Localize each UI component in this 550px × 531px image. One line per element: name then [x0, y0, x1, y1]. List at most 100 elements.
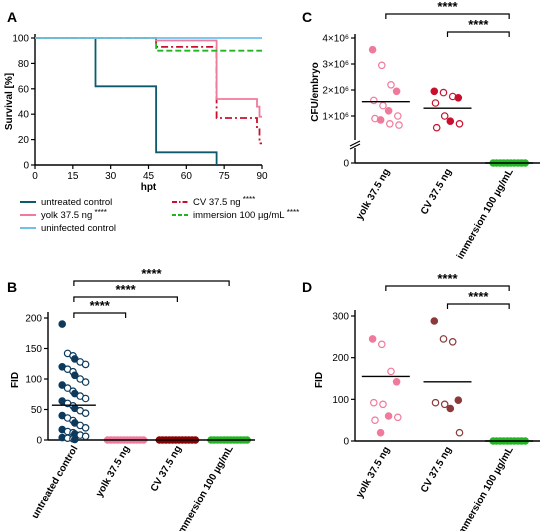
panel-c-letter: C — [302, 9, 312, 25]
category-label: CV 37.5 ng — [419, 445, 454, 495]
data-point — [379, 101, 387, 110]
data-point — [393, 413, 402, 422]
category-label: immersion 100 µg/mL — [455, 445, 516, 531]
data-point — [393, 112, 402, 120]
legend-label: yolk 37.5 ng — [41, 210, 92, 221]
legend-entry: CV 37.5 ng **** — [193, 195, 255, 208]
y-tick-label: 20 — [18, 135, 30, 146]
y-tick-label: 100 — [25, 375, 42, 386]
y-tick-label: 0 — [343, 437, 349, 448]
panel-d: D 0 100 200 300 FID yolk 37.5 ng CV 37.5 ng imme… — [302, 271, 540, 531]
significance-bracket — [73, 312, 127, 318]
legend-label: uninfected control — [41, 223, 116, 234]
panel-c: C 0 1×10⁶ 2×10⁶ 3×10⁶ 4×10⁶ CFU/embryo yolk 37.… — [302, 0, 540, 261]
category-label: CV 37.5 ng — [419, 167, 454, 217]
data-point — [368, 45, 377, 54]
data-point — [71, 371, 79, 380]
significance-bracket — [73, 296, 178, 302]
significance-bracket — [385, 285, 510, 291]
data-point — [432, 123, 441, 132]
panel-d-letter: D — [302, 279, 312, 295]
y-tick-label: 2×10⁶ — [322, 86, 349, 97]
data-point — [81, 432, 90, 441]
y-axis-label: CFU/embryo — [310, 62, 321, 121]
y-tick-label: 200 — [25, 314, 42, 325]
y-tick-label: 0 — [36, 436, 42, 447]
data-point — [454, 94, 463, 102]
legend-label: CV 37.5 ng — [193, 197, 241, 208]
legend-significance: **** — [92, 208, 107, 217]
legend-entry: untreated control — [41, 197, 112, 208]
significance-bracket — [446, 303, 510, 309]
data-point — [71, 435, 79, 444]
data-point — [76, 375, 85, 383]
y-tick-label: 40 — [18, 110, 30, 121]
data-point — [379, 400, 387, 409]
x-tick-label: 30 — [105, 171, 117, 182]
category-label: untreated control — [30, 444, 81, 521]
data-point — [58, 320, 67, 328]
series-line-2 — [35, 37, 262, 118]
y-tick-label: 3×10⁶ — [322, 60, 349, 71]
x-tick-label: 60 — [181, 171, 193, 182]
y-axis-label: Survival [%] — [4, 73, 15, 130]
category-label: CV 37.5 ng — [149, 444, 184, 494]
data-point — [455, 120, 464, 128]
data-point — [431, 398, 440, 407]
legend-entry: immersion 100 µg/mL **** — [193, 208, 299, 221]
y-axis-label: FID — [314, 372, 325, 388]
significance-label: **** — [468, 17, 489, 32]
significance-label: **** — [437, 0, 458, 14]
category-label: yolk 37.5 ng — [354, 167, 392, 222]
data-point — [81, 378, 90, 386]
data-point — [376, 428, 385, 437]
data-point — [392, 87, 401, 96]
x-tick-label: 0 — [32, 171, 38, 182]
data-point — [392, 377, 401, 386]
series-line-0 — [35, 37, 218, 165]
data-point — [430, 87, 439, 96]
y-tick-label: 100 — [12, 34, 29, 45]
data-point — [385, 120, 394, 128]
data-point — [377, 61, 386, 70]
data-point — [431, 99, 440, 107]
data-point — [395, 121, 403, 129]
data-point — [439, 88, 448, 97]
data-point — [448, 337, 457, 346]
panel-a: A 0 20 40 60 80 100 0 15 30 45 60 75 90 hpt Survival [%… — [4, 9, 299, 234]
y-tick-label: 300 — [332, 312, 349, 323]
x-tick-label: 75 — [219, 171, 231, 182]
axis-break-mark — [349, 140, 361, 147]
data-point — [369, 398, 378, 407]
y-tick-label: 100 — [332, 395, 349, 406]
significance-label: **** — [141, 266, 162, 281]
legend-label: immersion 100 µg/mL — [193, 210, 285, 221]
x-tick-label: 45 — [143, 171, 155, 182]
legend-significance: **** — [241, 195, 256, 204]
panel-b: B 0 50 100 150 200 FID untreated control yolk 37… — [7, 266, 255, 531]
x-tick-label: 90 — [256, 171, 268, 182]
legend-label: untreated control — [41, 197, 112, 208]
panel-b-letter: B — [7, 279, 17, 295]
y-tick-label: 80 — [18, 59, 30, 70]
data-point — [440, 400, 449, 409]
x-tick-label: 15 — [67, 171, 79, 182]
significance-bracket — [446, 31, 510, 37]
data-point — [368, 335, 377, 343]
axis-break — [349, 140, 361, 150]
data-point — [371, 416, 379, 425]
data-point — [81, 394, 90, 403]
y-tick-label: 0 — [23, 161, 29, 172]
y-tick-label: 150 — [25, 344, 42, 355]
y-tick-label: 200 — [332, 353, 349, 364]
data-point — [440, 112, 449, 120]
series-line-3 — [35, 37, 262, 52]
data-point — [384, 107, 393, 115]
data-point — [81, 423, 90, 432]
data-point — [369, 96, 378, 105]
data-point — [387, 367, 395, 376]
panel-a-letter: A — [7, 9, 17, 25]
y-axis-label: FID — [10, 372, 21, 388]
legend-significance: **** — [285, 208, 300, 217]
